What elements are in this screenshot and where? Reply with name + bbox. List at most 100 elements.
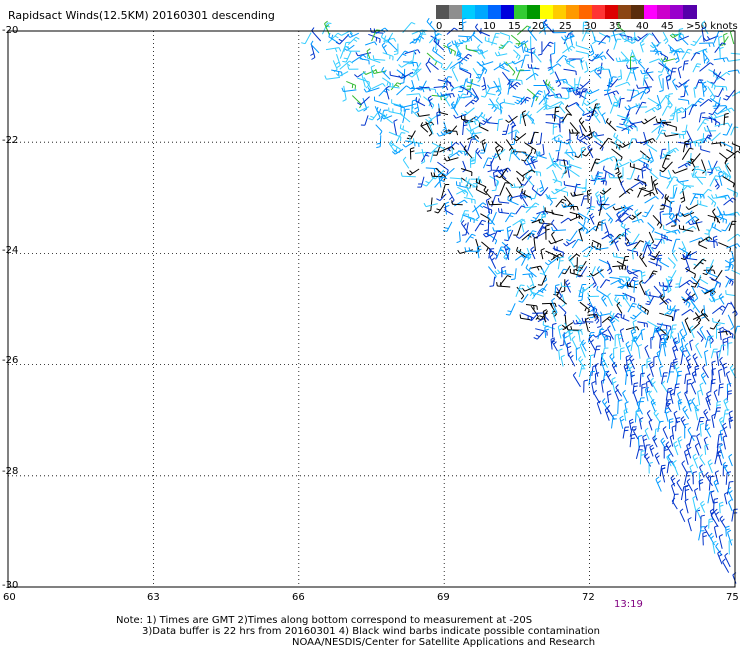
wind-barb xyxy=(639,372,645,388)
wind-barb xyxy=(587,303,598,314)
wind-barb xyxy=(659,78,664,93)
wind-barb xyxy=(347,47,361,52)
wind-barb xyxy=(597,315,602,328)
wind-barb xyxy=(709,335,714,349)
wind-barb xyxy=(521,285,537,292)
wind-barb xyxy=(700,372,707,385)
wind-barb xyxy=(706,166,722,172)
wind-barb xyxy=(617,69,623,81)
wind-barb xyxy=(551,297,558,314)
wind-barb xyxy=(629,162,643,171)
wind-barb xyxy=(723,397,729,411)
wind-barb xyxy=(577,287,584,302)
wind-barb xyxy=(649,168,659,180)
wind-barb xyxy=(672,78,678,91)
wind-barb xyxy=(724,491,729,505)
wind-barb xyxy=(705,268,718,278)
wind-barb xyxy=(692,471,697,485)
wind-barb xyxy=(366,48,371,60)
wind-barb xyxy=(472,202,487,213)
wind-barb xyxy=(536,104,551,114)
wind-barb xyxy=(622,59,638,65)
wind-barb xyxy=(728,453,733,467)
wind-barb xyxy=(578,328,583,342)
colorbar-swatch xyxy=(449,5,463,19)
wind-barb xyxy=(596,266,605,279)
wind-barb xyxy=(635,408,643,423)
wind-barb xyxy=(708,532,715,546)
wind-barb xyxy=(538,94,552,105)
wind-barb xyxy=(684,373,690,385)
wind-barb xyxy=(704,524,710,537)
wind-barb xyxy=(454,41,462,55)
wind-barb xyxy=(462,222,469,236)
wind-barb xyxy=(589,269,604,277)
wind-barb xyxy=(474,219,486,232)
wind-barb xyxy=(648,148,654,164)
wind-barb xyxy=(533,236,538,251)
wind-barb xyxy=(713,389,719,402)
colorbar-swatch xyxy=(553,5,567,19)
wind-barb xyxy=(698,526,706,541)
wind-barb xyxy=(682,405,690,420)
wind-barb xyxy=(449,177,463,183)
wind-barb xyxy=(588,335,596,351)
wind-barb xyxy=(728,410,733,422)
wind-barb xyxy=(635,101,647,115)
wind-barb xyxy=(425,121,433,137)
wind-barb xyxy=(409,62,422,75)
wind-barb xyxy=(551,308,558,322)
wind-barb xyxy=(593,111,601,124)
wind-barb xyxy=(509,183,524,188)
wind-barb xyxy=(459,141,468,156)
wind-barb xyxy=(677,66,682,79)
wind-barb xyxy=(567,165,580,178)
wind-barb xyxy=(601,233,614,240)
wind-barb xyxy=(561,265,571,275)
x-tick-label: 63 xyxy=(147,592,160,603)
wind-barb xyxy=(639,279,646,296)
colorbar-label: >50 knots xyxy=(686,21,738,32)
wind-barb xyxy=(510,131,517,146)
wind-barb xyxy=(650,399,656,412)
wind-barb xyxy=(661,233,673,242)
wind-barb xyxy=(669,388,675,404)
wind-barb xyxy=(504,247,510,259)
wind-barb xyxy=(617,333,623,348)
wind-barb xyxy=(579,88,588,99)
wind-barb xyxy=(604,90,620,96)
wind-barb xyxy=(526,110,536,125)
wind-barb xyxy=(637,187,647,198)
wind-barb xyxy=(548,238,564,245)
wind-barb xyxy=(645,106,659,114)
wind-barb xyxy=(505,139,515,155)
wind-barb xyxy=(455,93,467,106)
wind-barb xyxy=(578,227,583,242)
wind-barb xyxy=(682,60,689,71)
wind-barb xyxy=(505,61,516,76)
wind-barb xyxy=(722,328,734,339)
wind-barb xyxy=(596,400,602,415)
colorbar-swatch xyxy=(683,5,697,19)
wind-barb xyxy=(705,471,713,487)
wind-barb xyxy=(524,142,537,154)
wind-barb xyxy=(542,309,548,323)
wind-barb xyxy=(641,33,654,42)
wind-barb xyxy=(411,106,419,118)
wind-barb xyxy=(601,295,608,307)
wind-barb xyxy=(711,368,716,383)
wind-barb xyxy=(341,87,357,92)
wind-barb xyxy=(441,184,450,199)
wind-barb xyxy=(720,141,733,152)
wind-barb xyxy=(699,422,705,437)
wind-barb xyxy=(649,41,662,49)
wind-barb xyxy=(642,74,649,86)
wind-barb xyxy=(691,397,699,412)
wind-barb xyxy=(593,312,600,324)
wind-barb xyxy=(651,238,663,250)
wind-barb xyxy=(540,144,545,157)
wind-barb xyxy=(527,230,537,240)
wind-barb xyxy=(619,328,625,343)
wind-barb xyxy=(422,175,436,187)
wind-barb xyxy=(575,50,589,58)
